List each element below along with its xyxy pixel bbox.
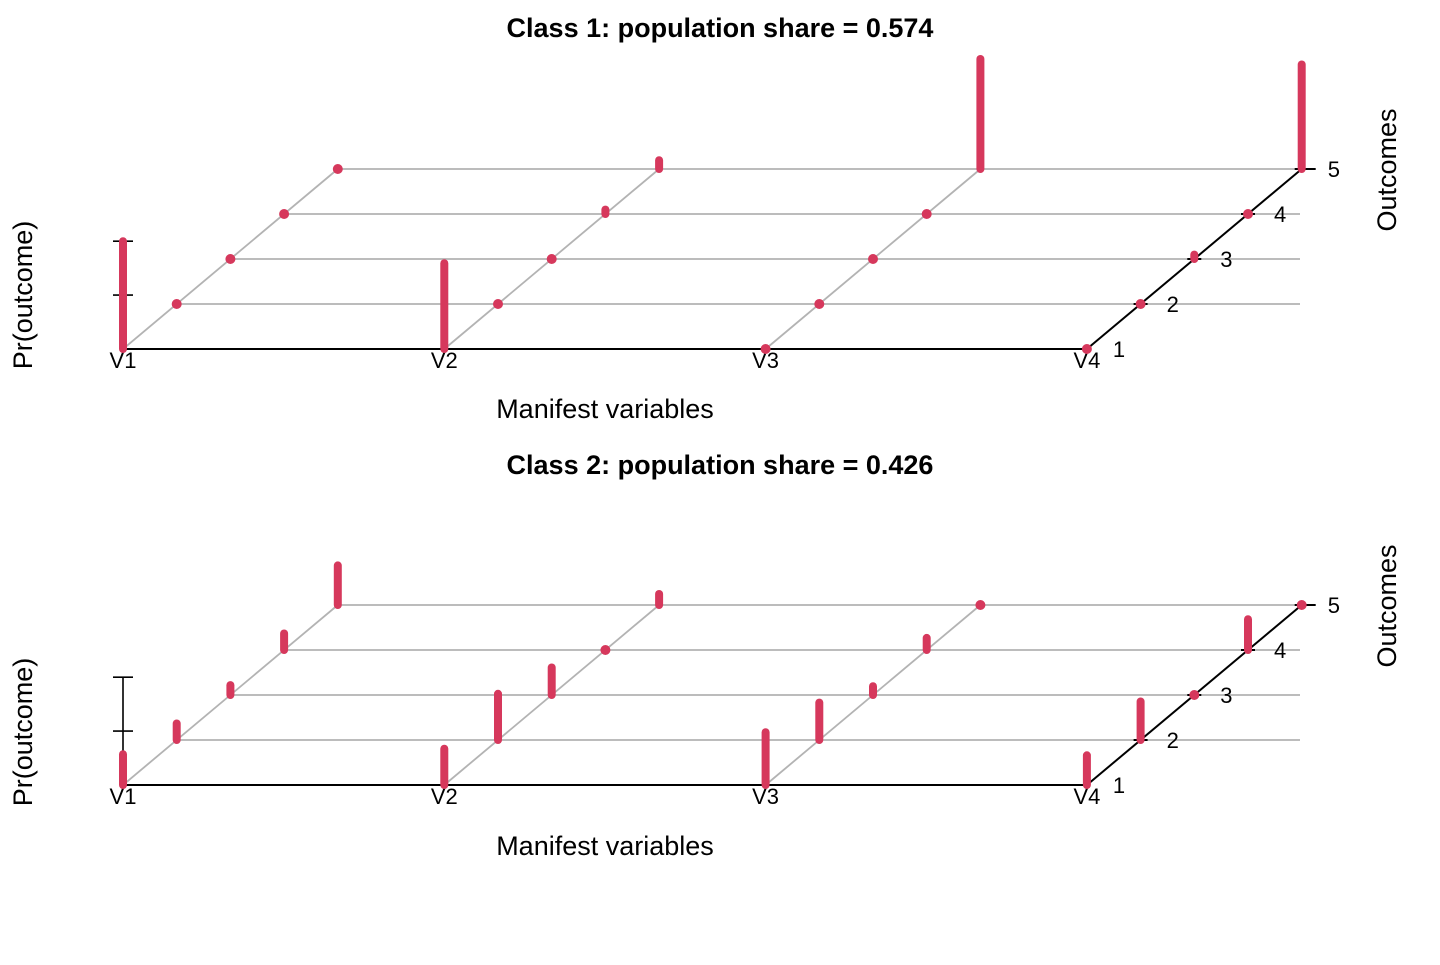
z-axis-label: Outcomes	[1372, 108, 1402, 231]
probability-point	[225, 254, 236, 264]
probability-point	[600, 645, 611, 655]
outcome-tick-label: 1	[1113, 337, 1125, 362]
outcome-tick-label: 2	[1167, 728, 1179, 753]
x-axis-label: Manifest variables	[496, 394, 714, 424]
y-axis-label: Pr(outcome)	[8, 658, 38, 807]
probability-point	[546, 254, 557, 264]
probability-point	[1296, 600, 1307, 610]
probability-point	[279, 209, 290, 219]
probability-point	[868, 254, 878, 264]
probability-point	[975, 600, 986, 610]
outcome-tick-label: 3	[1220, 247, 1232, 272]
probability-point	[1189, 690, 1200, 700]
outcome-tick-label: 2	[1167, 292, 1179, 317]
x-axis-label: Manifest variables	[496, 831, 714, 861]
outcome-tick-label: 5	[1328, 593, 1340, 618]
z-axis-label: Outcomes	[1372, 544, 1402, 667]
probability-point	[493, 299, 503, 309]
chart-title: Class 1: population share = 0.574	[507, 13, 934, 43]
probability-point	[1135, 299, 1146, 309]
chart-title: Class 2: population share = 0.426	[507, 450, 934, 480]
outcome-tick-label: 4	[1274, 202, 1286, 227]
probability-point	[814, 299, 825, 309]
probability-point	[921, 209, 932, 219]
probability-point	[332, 164, 343, 174]
probability-point	[1081, 344, 1092, 354]
outcome-tick-label: 1	[1113, 773, 1125, 798]
probability-point	[171, 299, 182, 309]
outcome-tick-label: 5	[1328, 157, 1340, 182]
probability-point	[1243, 209, 1253, 219]
y-axis-label: Pr(outcome)	[8, 221, 38, 370]
outcome-tick-label: 4	[1274, 638, 1286, 663]
outcome-tick-label: 3	[1220, 683, 1232, 708]
probability-point	[760, 344, 771, 354]
